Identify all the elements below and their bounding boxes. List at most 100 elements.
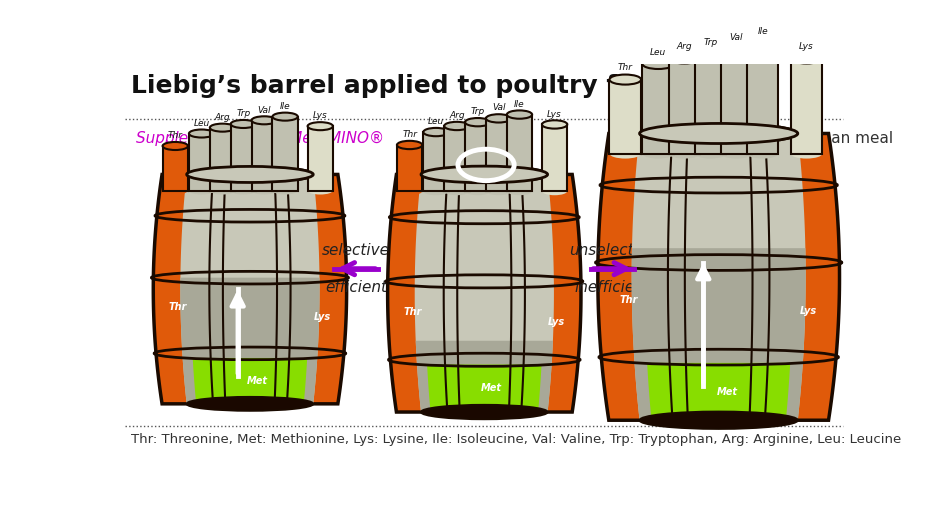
Text: unselective: unselective — [568, 243, 655, 257]
Ellipse shape — [187, 167, 312, 182]
Ellipse shape — [421, 405, 547, 419]
Polygon shape — [694, 54, 726, 154]
Text: Arg: Arg — [214, 113, 230, 122]
Ellipse shape — [485, 187, 511, 195]
Ellipse shape — [189, 187, 214, 195]
Ellipse shape — [272, 113, 297, 121]
Text: Leu: Leu — [194, 119, 210, 128]
Ellipse shape — [251, 117, 277, 124]
Polygon shape — [667, 59, 700, 154]
Ellipse shape — [609, 148, 640, 159]
Ellipse shape — [444, 187, 469, 195]
Ellipse shape — [506, 187, 531, 195]
Polygon shape — [647, 363, 789, 420]
Polygon shape — [387, 174, 581, 412]
Text: Met: Met — [246, 376, 267, 386]
Ellipse shape — [639, 123, 797, 144]
Polygon shape — [631, 248, 805, 420]
Polygon shape — [485, 119, 511, 191]
Text: Thr: Thr — [618, 295, 637, 305]
Polygon shape — [720, 49, 751, 154]
Ellipse shape — [639, 412, 797, 429]
Text: Ile: Ile — [279, 102, 290, 111]
Ellipse shape — [790, 148, 821, 159]
Text: Liebig’s barrel applied to poultry feed: Liebig’s barrel applied to poultry feed — [131, 74, 668, 98]
Text: Trp: Trp — [470, 107, 484, 116]
Text: Thr: Thr — [169, 303, 187, 312]
Text: Thr: Threonine, Met: Methionine, Lys: Lysine, Ile: Isoleucine, Val: Valine, Trp:: Thr: Threonine, Met: Methionine, Lys: Ly… — [131, 433, 901, 445]
Ellipse shape — [542, 187, 566, 195]
Polygon shape — [609, 80, 640, 154]
Polygon shape — [444, 126, 469, 191]
Ellipse shape — [694, 49, 726, 59]
Ellipse shape — [396, 187, 422, 195]
Polygon shape — [272, 117, 297, 190]
Text: Thr: Thr — [617, 63, 632, 72]
Polygon shape — [427, 364, 541, 412]
Ellipse shape — [720, 148, 751, 159]
Text: Lys: Lys — [312, 111, 328, 120]
Ellipse shape — [790, 53, 821, 63]
Polygon shape — [396, 145, 422, 191]
Ellipse shape — [694, 148, 726, 159]
Ellipse shape — [667, 148, 700, 159]
Ellipse shape — [423, 128, 448, 136]
Ellipse shape — [506, 111, 531, 119]
Ellipse shape — [642, 148, 673, 159]
Text: Lys: Lys — [799, 43, 813, 51]
Text: Trp: Trp — [702, 38, 716, 47]
Text: Met: Met — [716, 387, 737, 396]
Polygon shape — [180, 278, 319, 404]
Polygon shape — [642, 64, 673, 154]
Ellipse shape — [162, 142, 188, 150]
Ellipse shape — [210, 187, 235, 195]
Ellipse shape — [162, 187, 188, 195]
Ellipse shape — [396, 141, 422, 149]
Ellipse shape — [542, 120, 566, 129]
Polygon shape — [180, 174, 319, 404]
Text: Arg: Arg — [448, 111, 464, 120]
Polygon shape — [506, 114, 531, 191]
Polygon shape — [746, 43, 778, 154]
Text: Arg: Arg — [676, 43, 691, 51]
Polygon shape — [210, 128, 235, 190]
Ellipse shape — [272, 187, 297, 195]
Ellipse shape — [230, 187, 256, 195]
Ellipse shape — [667, 53, 700, 63]
Ellipse shape — [485, 114, 511, 122]
Ellipse shape — [187, 167, 312, 182]
Polygon shape — [464, 122, 490, 191]
Text: Met: Met — [480, 383, 501, 393]
Text: Val: Val — [491, 103, 505, 112]
Text: Lys: Lys — [313, 312, 330, 322]
Ellipse shape — [308, 187, 332, 195]
Ellipse shape — [642, 59, 673, 69]
Text: Increased soybean meal: Increased soybean meal — [705, 131, 892, 146]
Ellipse shape — [308, 122, 332, 130]
Polygon shape — [193, 358, 307, 404]
Polygon shape — [415, 341, 552, 412]
Text: Supplemented with MetAMINO®: Supplemented with MetAMINO® — [136, 131, 384, 146]
Text: efficient: efficient — [325, 280, 387, 295]
Text: Leu: Leu — [649, 48, 666, 57]
Ellipse shape — [187, 397, 312, 411]
Ellipse shape — [251, 187, 277, 195]
Polygon shape — [230, 124, 256, 190]
Text: Leu: Leu — [428, 117, 444, 126]
Ellipse shape — [210, 123, 235, 131]
Polygon shape — [542, 124, 566, 191]
Polygon shape — [598, 134, 838, 420]
Text: Val: Val — [257, 105, 271, 114]
Text: Lys: Lys — [547, 110, 562, 119]
Ellipse shape — [464, 187, 490, 195]
Text: selective: selective — [322, 243, 390, 257]
Ellipse shape — [720, 44, 751, 54]
Ellipse shape — [746, 148, 778, 159]
Text: Ile: Ile — [514, 99, 524, 109]
Ellipse shape — [639, 123, 797, 144]
Ellipse shape — [230, 120, 256, 128]
Polygon shape — [414, 174, 553, 412]
Polygon shape — [631, 134, 805, 420]
Ellipse shape — [746, 38, 778, 48]
Polygon shape — [308, 126, 332, 190]
